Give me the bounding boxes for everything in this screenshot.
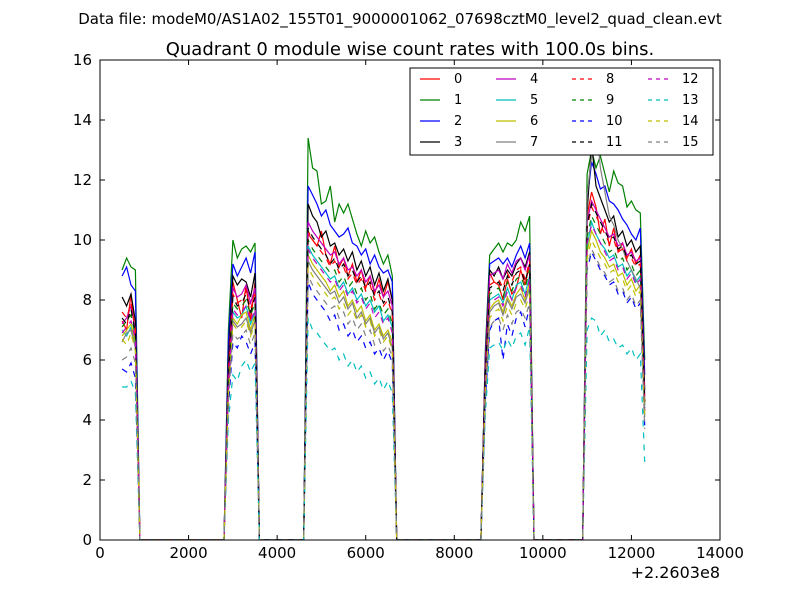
y-tick-label: 16: [73, 51, 92, 69]
x-tick-label: 4000: [258, 544, 296, 562]
legend-label-5: 5: [530, 93, 538, 108]
y-tick-label: 2: [82, 471, 92, 489]
x-offset-label: +2.2603e8: [631, 563, 720, 582]
y-tick-label: 0: [82, 531, 92, 549]
legend-box: [409, 67, 714, 156]
series-line-13: [122, 317, 646, 540]
chart-title: Quadrant 0 module wise count rates with …: [166, 39, 655, 60]
series-line-5: [121, 219, 646, 540]
y-tick-label: 8: [82, 291, 92, 309]
y-tick-label: 6: [82, 351, 92, 369]
legend-label-15: 15: [682, 135, 699, 150]
y-tick-label: 10: [73, 231, 92, 249]
axes: 0 2000 4000 6000 8000 10000 12000 1400002468101…: [73, 51, 744, 562]
x-tick-label: 8000: [435, 544, 473, 562]
y-tick-label: 4: [82, 411, 92, 429]
series-line-4: [121, 199, 646, 540]
series-line-3: [121, 143, 646, 540]
series-line-0: [121, 191, 646, 540]
legend-label-4: 4: [530, 72, 538, 87]
x-tick-label: 0: [95, 544, 105, 562]
series-line-15: [121, 247, 646, 540]
series-line-6: [121, 229, 646, 540]
legend-label-11: 11: [606, 135, 623, 150]
plot-area: [121, 119, 646, 540]
x-tick-label: 6000: [347, 544, 385, 562]
y-tick-label: 14: [73, 111, 92, 129]
series-line-12: [121, 223, 646, 540]
series-line-14: [121, 238, 646, 540]
legend-label-1: 1: [454, 93, 462, 108]
series-line-1: [121, 137, 646, 540]
legend-label-9: 9: [606, 93, 614, 108]
legend-label-8: 8: [606, 72, 614, 87]
x-tick-label: 2000: [169, 544, 207, 562]
y-tick-label: 12: [73, 171, 92, 189]
legend-label-14: 14: [682, 114, 699, 129]
series-line-8: [121, 205, 646, 540]
series-line-7: [121, 119, 646, 540]
legend-label-7: 7: [530, 135, 538, 150]
legend-label-10: 10: [606, 114, 623, 129]
legend-label-6: 6: [530, 114, 538, 129]
legend-label-13: 13: [682, 93, 699, 108]
legend-label-2: 2: [454, 114, 462, 129]
legend-label-12: 12: [682, 72, 699, 87]
x-tick-label: 10000: [519, 544, 567, 562]
chart-suptitle: Data file: modeM0/AS1A02_155T01_90000010…: [78, 10, 722, 29]
series-line-10: [121, 250, 646, 540]
x-tick-label: 14000: [696, 544, 744, 562]
series-line-11: [121, 202, 646, 540]
legend-label-0: 0: [454, 72, 462, 87]
series-line-9: [121, 214, 646, 540]
legend-label-3: 3: [454, 135, 462, 150]
x-tick-label: 12000: [608, 544, 656, 562]
